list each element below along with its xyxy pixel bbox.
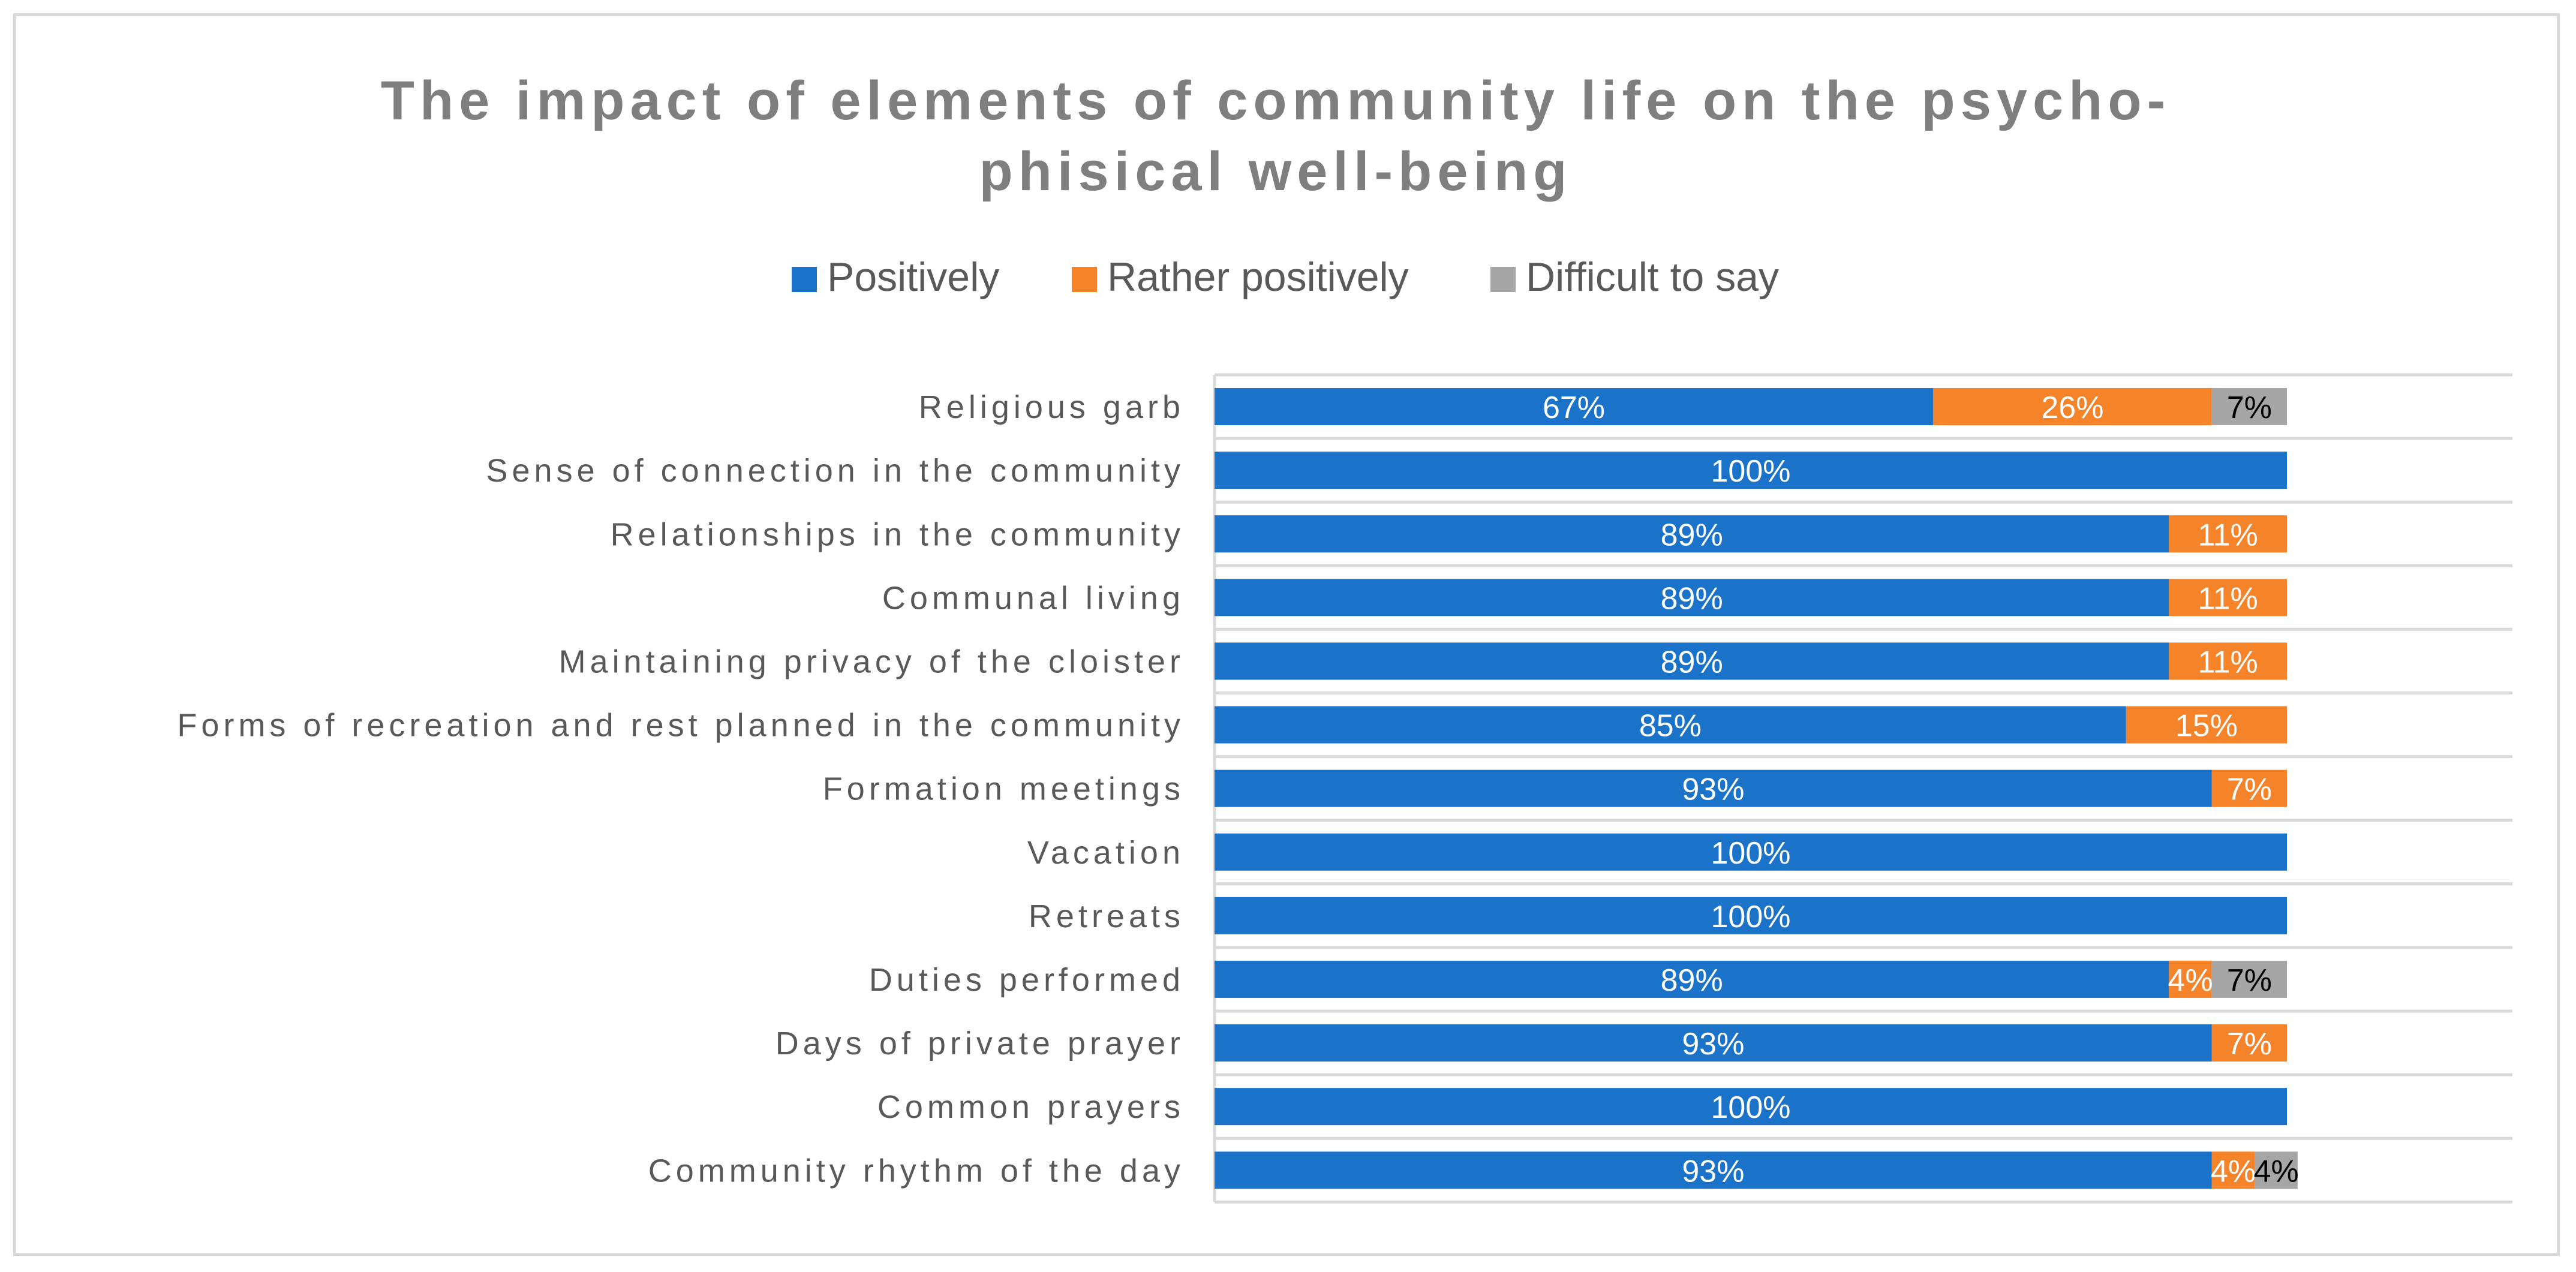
category-label-communal-living: Communal living	[882, 580, 1185, 616]
bar-row-forms-of-recreation-and-rest-planned-in-the-community: 85% 15%	[1215, 706, 2287, 744]
chart-category-labels: Religious garb Sense of connection in the…	[177, 389, 1185, 1189]
legend-label-rather-positively: Rather positively	[1107, 254, 1409, 300]
legend-item-difficult-to-say: Difficult to say	[1490, 254, 1779, 300]
bar-positively-days-of-private-prayer	[1215, 1024, 2212, 1062]
category-label-community-rhythm-of-the-day: Community rhythm of the day	[648, 1153, 1185, 1189]
category-label-common-prayers: Common prayers	[877, 1089, 1185, 1125]
bar-rather-positively-communal-living	[2169, 579, 2287, 617]
bar-row-communal-living: 89% 11%	[1215, 579, 2287, 617]
bar-positively-community-rhythm-of-the-day	[1215, 1151, 2212, 1189]
legend-label-positively: Positively	[827, 254, 999, 300]
category-label-vacation: Vacation	[1027, 835, 1185, 871]
bar-rather-positively-religious-garb	[1932, 388, 2212, 426]
data-label-positively-retreats: 100%	[1711, 900, 1791, 934]
bar-positively-religious-garb	[1215, 388, 1933, 426]
chart-svg: The impact of elements of community life…	[177, 70, 2512, 1204]
data-label-positively-vacation: 100%	[1711, 836, 1791, 871]
data-label-rather-positively-duties-performed: 4%	[2168, 963, 2213, 998]
bar-rather-positively-relationships-in-the-community	[2169, 515, 2287, 553]
data-label-positively-community-rhythm-of-the-day: 93%	[1682, 1154, 1744, 1189]
data-label-difficult-to-say-community-rhythm-of-the-day: 4%	[2254, 1154, 2299, 1189]
bar-row-formation-meetings: 93% 7%	[1215, 769, 2287, 807]
data-label-positively-common-prayers: 100%	[1711, 1090, 1791, 1125]
legend-label-difficult-to-say: Difficult to say	[1526, 254, 1779, 300]
legend-swatch-rather-positively	[1072, 267, 1097, 292]
bar-row-common-prayers: 100%	[1215, 1088, 2287, 1126]
category-label-duties-performed: Duties performed	[869, 962, 1185, 998]
bar-positively-formation-meetings	[1215, 769, 2212, 807]
data-label-positively-days-of-private-prayer: 93%	[1682, 1027, 1744, 1061]
data-label-rather-positively-forms-of-recreation-and-rest-planned-in-the-community: 15%	[2175, 709, 2238, 744]
bar-row-religious-garb: 67% 26% 7%	[1215, 388, 2287, 426]
bar-positively-forms-of-recreation-and-rest-planned-in-the-community	[1215, 706, 2126, 744]
bar-positively-sense-of-connection-in-the-community	[1215, 452, 2287, 489]
bar-row-relationships-in-the-community: 89% 11%	[1215, 515, 2287, 553]
bar-positively-vacation	[1215, 833, 2287, 871]
bar-rather-positively-forms-of-recreation-and-rest-planned-in-the-community	[2126, 706, 2287, 744]
bar-row-vacation: 100%	[1215, 833, 2287, 871]
bar-difficult-to-say-religious-garb	[2211, 388, 2287, 426]
bar-rather-positively-community-rhythm-of-the-day	[2211, 1151, 2255, 1189]
bar-row-community-rhythm-of-the-day: 93% 4%4%	[1215, 1151, 2299, 1189]
category-label-retreats: Retreats	[1029, 898, 1185, 934]
category-label-sense-of-connection-in-the-community: Sense of connection in the community	[486, 453, 1185, 489]
bar-difficult-to-say-community-rhythm-of-the-day	[2255, 1151, 2298, 1189]
chart-plot-area: 67% 26% 7% 100% 89% 11% 89% 11% 89% 11% 85% 15% 93% 7…	[1215, 388, 2299, 1189]
data-label-difficult-to-say-duties-performed: 7%	[2227, 963, 2272, 998]
data-label-rather-positively-communal-living: 11%	[2198, 581, 2258, 616]
chart-frame: The impact of elements of community life…	[13, 13, 2560, 1256]
data-label-positively-relationships-in-the-community: 89%	[1661, 518, 1723, 552]
bar-positively-duties-performed	[1215, 960, 2169, 998]
chart-legend: Positively Rather positively Difficult to …	[792, 254, 1779, 300]
category-label-religious-garb: Religious garb	[919, 389, 1185, 425]
bar-positively-common-prayers	[1215, 1088, 2287, 1126]
bar-rather-positively-days-of-private-prayer	[2211, 1024, 2287, 1062]
data-label-rather-positively-community-rhythm-of-the-day: 4%	[2211, 1154, 2256, 1189]
bar-positively-communal-living	[1215, 579, 2169, 617]
chart-title-line-1: The impact of elements of community life…	[381, 70, 2171, 131]
data-label-difficult-to-say-religious-garb: 7%	[2227, 390, 2272, 425]
category-label-formation-meetings: Formation meetings	[823, 771, 1185, 807]
bar-positively-retreats	[1215, 897, 2287, 934]
bar-row-duties-performed: 89% 4% 7%	[1215, 960, 2287, 998]
data-label-rather-positively-relationships-in-the-community: 11%	[2198, 518, 2258, 552]
bar-positively-relationships-in-the-community	[1215, 515, 2169, 553]
data-label-positively-sense-of-connection-in-the-community: 100%	[1711, 454, 1791, 489]
bar-rather-positively-duties-performed	[2169, 960, 2212, 998]
data-label-rather-positively-religious-garb: 26%	[2041, 390, 2103, 425]
category-label-days-of-private-prayer: Days of private prayer	[775, 1026, 1185, 1061]
bar-rather-positively-formation-meetings	[2211, 769, 2287, 807]
chart-gridlines	[1213, 373, 2512, 1204]
chart-title: The impact of elements of community life…	[381, 70, 2171, 202]
bar-rather-positively-maintaining-privacy-of-the-cloister	[2169, 642, 2287, 680]
category-label-relationships-in-the-community: Relationships in the community	[611, 516, 1185, 552]
data-label-positively-forms-of-recreation-and-rest-planned-in-the-community: 85%	[1639, 709, 1702, 744]
data-label-rather-positively-formation-meetings: 7%	[2227, 772, 2272, 807]
category-label-forms-of-recreation-and-rest-planned-in-the-community: Forms of recreation and rest planned in …	[177, 708, 1185, 744]
data-label-positively-formation-meetings: 93%	[1682, 772, 1744, 807]
data-label-rather-positively-days-of-private-prayer: 7%	[2227, 1027, 2272, 1061]
bar-row-days-of-private-prayer: 93% 7%	[1215, 1024, 2287, 1062]
data-label-positively-communal-living: 89%	[1661, 581, 1723, 616]
legend-swatch-positively	[792, 267, 817, 292]
legend-item-positively: Positively	[792, 254, 999, 300]
bar-row-maintaining-privacy-of-the-cloister: 89% 11%	[1215, 642, 2287, 680]
legend-swatch-difficult-to-say	[1490, 267, 1516, 292]
bar-positively-maintaining-privacy-of-the-cloister	[1215, 642, 2169, 680]
data-label-positively-maintaining-privacy-of-the-cloister: 89%	[1661, 645, 1723, 679]
data-label-positively-duties-performed: 89%	[1661, 963, 1723, 998]
bar-row-sense-of-connection-in-the-community: 100%	[1215, 452, 2287, 489]
data-label-positively-religious-garb: 67%	[1543, 390, 1605, 425]
bar-row-retreats: 100%	[1215, 897, 2287, 934]
chart-title-line-2: phisical well-being	[979, 141, 1573, 202]
legend-item-rather-positively: Rather positively	[1072, 254, 1409, 300]
bar-difficult-to-say-duties-performed	[2211, 960, 2287, 998]
data-label-rather-positively-maintaining-privacy-of-the-cloister: 11%	[2198, 645, 2258, 679]
category-label-maintaining-privacy-of-the-cloister: Maintaining privacy of the cloister	[559, 643, 1185, 679]
